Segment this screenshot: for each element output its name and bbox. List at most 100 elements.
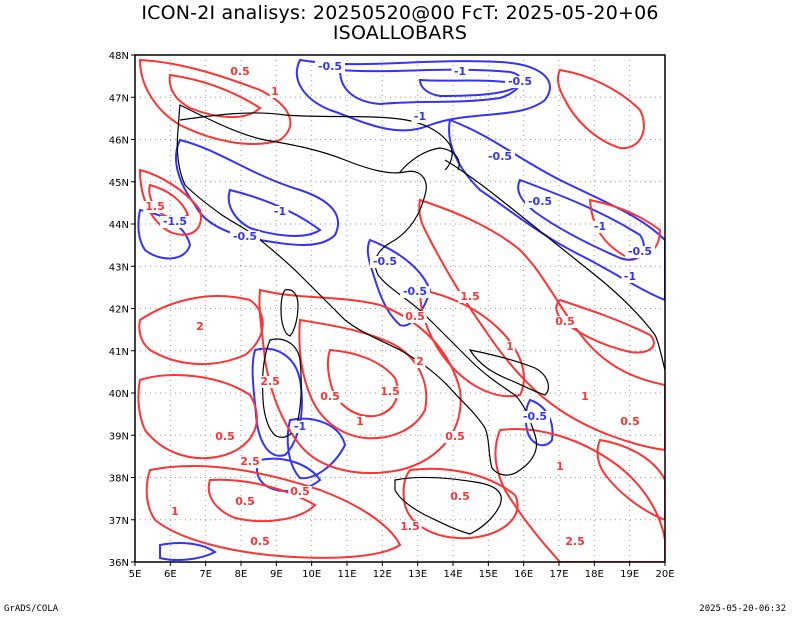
negative-contour-label: -0.5 [505,75,535,88]
negative-contour-label: -0.5 [400,285,430,298]
positive-contour-label: 1 [554,460,566,473]
longitude-tick-label: 17E [549,569,568,580]
longitude-tick-label: 9E [270,569,283,580]
positive-contour-label: 1 [504,340,516,353]
positive-isallobar-contour [555,298,655,354]
negative-contour-label: -1 [451,65,469,78]
svg-text:-1: -1 [414,110,426,123]
longitude-tick-label: 12E [373,569,392,580]
negative-contour-label: -0.5 [230,230,260,243]
latitude-tick-label: 45N [109,178,129,189]
latitude-tick-label: 41N [109,347,129,358]
latitude-tick-label: 44N [109,220,129,231]
negative-contour-label: -0.5 [625,245,655,258]
negative-contour-label: -1 [591,220,609,233]
positive-isallobar-contour [402,467,519,540]
svg-text:-1: -1 [294,420,306,433]
positive-isallobar-contour [207,478,317,523]
longitude-tick-label: 16E [514,569,533,580]
contour-labels: 0.5 1 1.5 2 2.5 0.5 1 1.5 0.5 2.5 0.5 1 0.5 1.5 1 0.5 0.… [143,60,655,548]
positive-isallobar-contour [168,73,262,119]
svg-text:1.5: 1.5 [400,520,420,533]
latitude-tick-label: 46N [109,136,129,147]
longitude-tick-label: 6E [164,569,177,580]
svg-text:-1: -1 [274,205,286,218]
positive-contour-label: 0.5 [553,315,577,328]
positive-contour-label: 1 [269,85,281,98]
negative-contour-label: -1 [621,270,639,283]
latitude-tick-label: 47N [109,93,129,104]
positive-contour-label: 0.5 [448,490,472,503]
negative-isallobar-contour [295,58,551,132]
positive-isallobar-contour [596,438,665,522]
svg-text:0.5: 0.5 [620,415,640,428]
negative-isallobar-contour [366,238,432,327]
adriatic-inner-border [399,147,460,173]
svg-text:-0.5: -0.5 [488,150,512,163]
latitude-tick-label: 36N [109,558,129,569]
svg-text:0.5: 0.5 [405,310,425,323]
positive-contour-label: 2 [414,355,426,368]
axis-ticks: 5E 6E 7E 8E 9E 10E 11E 12E 13E 14E 15E 16E 17E 18E 19E… [109,51,675,580]
negative-isallobar-contour [286,417,347,480]
svg-text:1: 1 [581,390,589,403]
longitude-tick-label: 15E [479,569,498,580]
svg-text:-1: -1 [624,270,636,283]
svg-text:1.5: 1.5 [460,290,480,303]
negative-isallobar-contour [448,118,665,302]
svg-text:1: 1 [171,505,179,518]
positive-contour-label: 1 [354,415,366,428]
positive-contour-label: 1.5 [143,200,167,213]
positive-contour-label: 0.5 [213,430,237,443]
chart-subtitle: ISOALLOBARS [332,22,468,44]
latitude-tick-label: 37N [109,516,129,527]
svg-text:1: 1 [271,85,279,98]
longitude-tick-label: 13E [408,569,427,580]
positive-isallobar-contour [418,288,525,398]
negative-contour-label: -1 [271,205,289,218]
positive-contour-label: 1.5 [458,290,482,303]
svg-text:1.5: 1.5 [145,200,165,213]
sicily-coastline [394,476,502,535]
longitude-tick-label: 14E [443,569,462,580]
svg-text:1: 1 [506,340,514,353]
negative-contour-label: -0.5 [315,60,345,73]
positive-contour-label: 1.5 [398,520,422,533]
positive-isallobar-contour [145,465,402,559]
positive-contour-label: 0.5 [403,310,427,323]
positive-contour-label: 0.5 [248,535,272,548]
positive-contour-label: 2.5 [258,375,282,388]
positive-isallobar-contour [258,288,462,474]
latitude-tick-label: 38N [109,474,129,485]
positive-isallobar-contour [326,348,399,418]
svg-text:-1: -1 [594,220,606,233]
chart-title: ICON-2I analisys: 20250520@00 FcT: 2025-… [141,2,659,24]
positive-contour-label: 0.5 [228,65,252,78]
svg-text:0.5: 0.5 [230,65,250,78]
negative-isallobar-contour [338,68,522,106]
svg-text:2.5: 2.5 [260,375,280,388]
longitude-tick-label: 7E [199,569,212,580]
negative-contour-label: -0.5 [485,150,515,163]
svg-text:2.5: 2.5 [240,455,260,468]
svg-text:2: 2 [196,320,204,333]
positive-contour-label: 0.5 [443,430,467,443]
svg-text:-0.5: -0.5 [233,230,257,243]
longitude-tick-label: 19E [620,569,639,580]
footer-credit: GrADS/COLA [4,604,59,614]
svg-text:1: 1 [556,460,564,473]
balkan-coastline [444,159,665,371]
svg-text:0.5: 0.5 [250,535,270,548]
svg-text:-0.5: -0.5 [318,60,342,73]
latitude-tick-label: 40N [109,389,129,400]
negative-isallobar-contour [251,347,303,457]
positive-isallobar-contour [138,295,264,365]
svg-text:-0.5: -0.5 [508,75,532,88]
positive-isallobar-contour [138,58,292,146]
svg-text:0.5: 0.5 [555,315,575,328]
svg-text:-0.5: -0.5 [373,255,397,268]
svg-text:0.5: 0.5 [215,430,235,443]
positive-contour-label: 2.5 [563,535,587,548]
positive-contour-label: 0.5 [618,415,642,428]
